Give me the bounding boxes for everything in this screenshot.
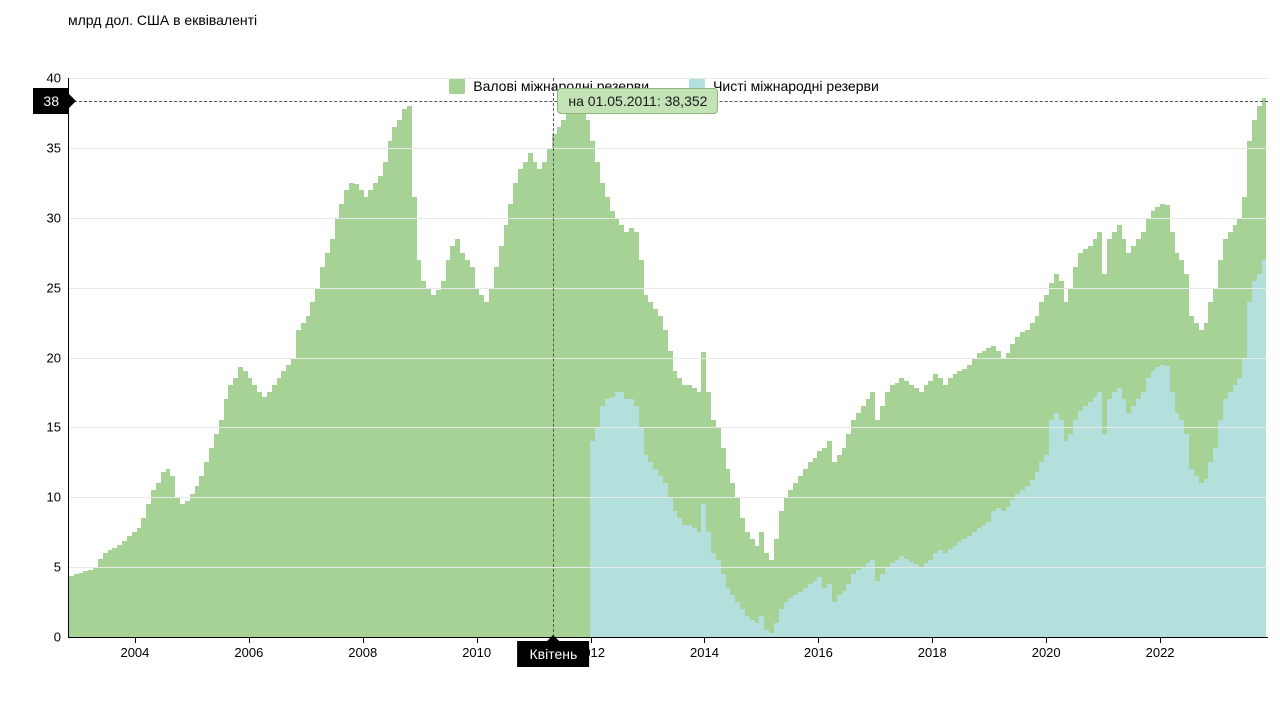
y-tick-label: 25 [47, 280, 61, 295]
x-tick-label: 2004 [120, 645, 149, 660]
gridline [69, 358, 1268, 359]
chart-container: 0510152025303540200420062008201020122014… [68, 78, 1260, 678]
plot-area[interactable]: 0510152025303540200420062008201020122014… [68, 78, 1268, 638]
x-tick-mark [932, 637, 933, 643]
gridline [69, 288, 1268, 289]
x-hover-badge: Квітень [518, 641, 590, 667]
gridline [69, 567, 1268, 568]
gridline [69, 78, 1268, 79]
gridline [69, 497, 1268, 498]
x-tick-label: 2020 [1032, 645, 1061, 660]
y-tick-label: 15 [47, 420, 61, 435]
x-tick-mark [477, 637, 478, 643]
x-tick-label: 2022 [1146, 645, 1175, 660]
y-tick-label: 30 [47, 210, 61, 225]
x-tick-mark [818, 637, 819, 643]
x-tick-label: 2016 [804, 645, 833, 660]
x-tick-label: 2014 [690, 645, 719, 660]
x-tick-mark [363, 637, 364, 643]
y-tick-label: 0 [54, 630, 61, 645]
x-tick-mark [135, 637, 136, 643]
y-hover-badge: 38 [33, 88, 69, 114]
x-tick-mark [591, 637, 592, 643]
y-tick-label: 5 [54, 560, 61, 575]
gridline [69, 218, 1268, 219]
y-tick-label: 10 [47, 490, 61, 505]
y-tick-label: 35 [47, 140, 61, 155]
gridline [69, 148, 1268, 149]
x-tick-mark [704, 637, 705, 643]
y-tick-label: 20 [47, 350, 61, 365]
x-tick-label: 2006 [234, 645, 263, 660]
crosshair-vertical [553, 78, 554, 637]
x-tick-label: 2018 [918, 645, 947, 660]
gridline [69, 427, 1268, 428]
x-tick-mark [249, 637, 250, 643]
hover-tooltip: на 01.05.2011: 38,352 [557, 88, 718, 114]
x-tick-mark [1160, 637, 1161, 643]
x-tick-mark [1046, 637, 1047, 643]
y-axis-title: млрд дол. США в еквіваленті [68, 12, 1260, 28]
x-tick-label: 2008 [348, 645, 377, 660]
x-tick-label: 2010 [462, 645, 491, 660]
y-tick-label: 40 [47, 71, 61, 86]
bar-net [1262, 260, 1267, 637]
